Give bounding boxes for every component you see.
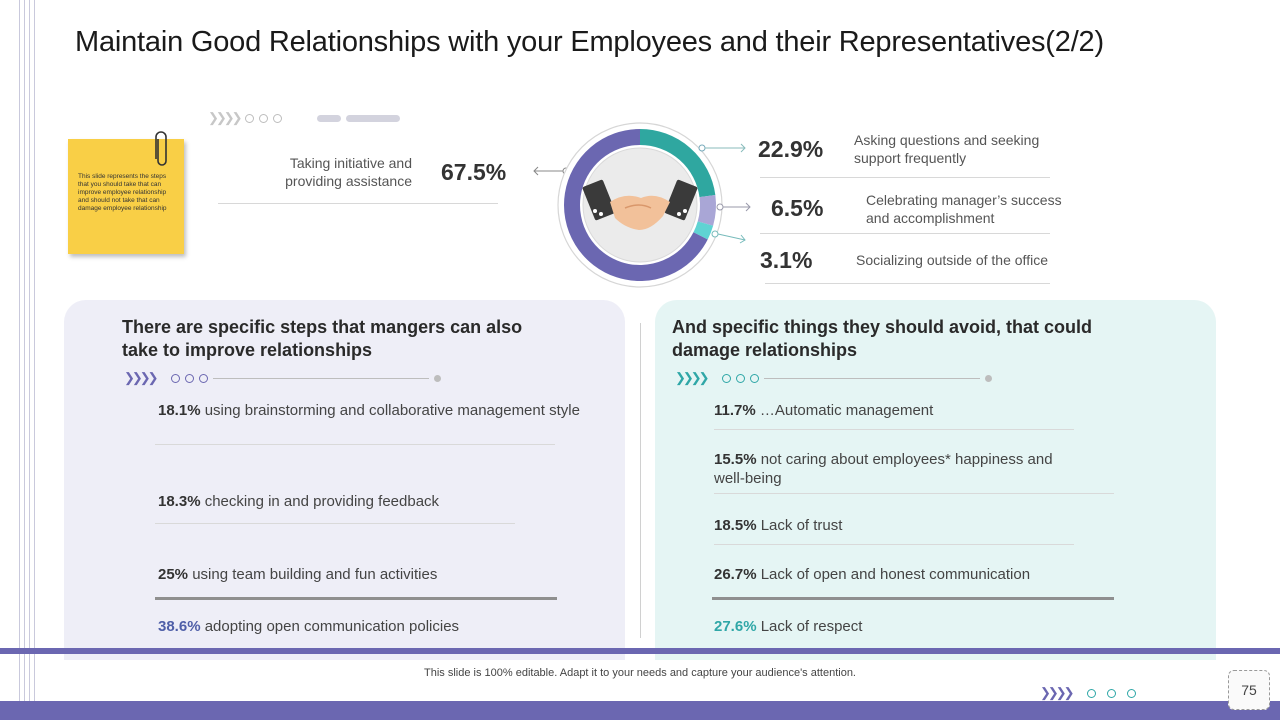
panel-divider (640, 323, 641, 638)
improve-item-percent: 25% (158, 566, 189, 583)
avoid-item: 18.5% Lack of trust (714, 517, 1154, 536)
donut-chart (557, 122, 723, 288)
stat-underline (218, 203, 498, 204)
improve-item-text: adopting open communication policies (204, 618, 460, 635)
donut-segment-initiative (564, 129, 708, 281)
avoid-item: 26.7% Lack of open and honest communicat… (714, 566, 1154, 585)
improve-item: 38.6% adopting open communication polici… (158, 618, 598, 637)
avoid-item-text: Lack of trust (760, 517, 843, 534)
stat-underline (765, 283, 1050, 284)
chevrons-icon: ❯❯❯❯ (124, 370, 159, 385)
line-decoration (212, 377, 429, 379)
stat-label-celebrating: Celebrating manager’s success and accomp… (866, 192, 1062, 227)
dot-icon (198, 373, 208, 383)
avoid-panel (655, 300, 1216, 660)
avoid-item-percent: 26.7% (714, 566, 757, 583)
decor-line-2 (24, 0, 25, 720)
avoid-item: 11.7% …Automatic management (714, 402, 1154, 421)
handshake-icon (582, 179, 698, 230)
stat-label-asking: Asking questions and seeking support fre… (854, 132, 1040, 167)
chevrons-icon: ❯❯❯❯ (1040, 685, 1075, 700)
avoid-item-text: Lack of respect (760, 618, 863, 635)
avoid-item: 27.6% Lack of respect (714, 618, 1154, 637)
stat-value-celebrating: 6.5% (771, 195, 824, 221)
improve-panel-decoration: ❯❯❯❯ (124, 370, 441, 386)
avoid-item-percent: 15.5% (714, 451, 757, 468)
stat-value-socializing: 3.1% (760, 247, 813, 273)
donut-segment-celebrating (697, 195, 716, 226)
page-number: 75 (1228, 670, 1270, 710)
dot-icon (735, 373, 745, 383)
stat-label-initiative: Taking initiative and providing assistan… (285, 155, 412, 190)
improve-item: 18.1% using brainstorming and collaborat… (158, 402, 598, 421)
dot-icon (1126, 688, 1136, 698)
dot-icon (721, 373, 731, 383)
avoid-item-text: Lack of open and honest communication (760, 566, 1031, 583)
stat-value-asking: 22.9% (758, 136, 824, 162)
dot-icon (184, 373, 194, 383)
avoid-item-percent: 11.7% (714, 402, 756, 419)
sticky-note-text: This slide represents the steps that you… (78, 173, 167, 212)
item-separator (714, 493, 1114, 494)
item-separator (712, 597, 1114, 600)
top-decoration: ❯❯❯❯ (208, 110, 400, 126)
item-separator (155, 444, 555, 445)
dot-icon (984, 374, 992, 382)
slide-title: Maintain Good Relationships with your Em… (75, 26, 1104, 58)
avoid-item-percent: 27.6% (714, 618, 757, 635)
donut-segment-socializing (693, 221, 714, 240)
pill-decoration (316, 114, 341, 122)
line-decoration (763, 377, 980, 379)
stat-value-initiative: 67.5% (441, 159, 507, 185)
improve-item-percent: 18.3% (158, 493, 201, 510)
decor-line-1 (19, 0, 20, 720)
improve-item-percent: 38.6% (158, 618, 201, 635)
stat-underline (760, 177, 1050, 178)
improve-panel-title: There are specific steps that mangers ca… (122, 317, 523, 361)
footer-band-bottom (0, 701, 1280, 720)
paperclip-icon (155, 131, 167, 166)
footer-decoration: ❯❯❯❯ (1040, 685, 1136, 701)
chevrons-icon: ❯❯❯❯ (675, 370, 710, 385)
improve-panel (64, 300, 625, 660)
decor-line-4 (34, 0, 35, 720)
dot-icon (258, 113, 268, 123)
connector-lines (698, 143, 751, 244)
improve-item-percent: 18.1% (158, 402, 201, 419)
donut-segment-asking (639, 129, 716, 198)
stat-underline (760, 233, 1050, 234)
improve-item-text: using team building and fun activities (192, 566, 438, 583)
avoid-panel-title: And specific things they should avoid, t… (672, 317, 1093, 361)
item-separator (714, 544, 1074, 545)
footer-note: This slide is 100% editable. Adapt it to… (424, 667, 856, 679)
stat-label-socializing: Socializing outside of the office (856, 252, 1048, 268)
dot-icon (272, 113, 282, 123)
dot-icon (1106, 688, 1116, 698)
dot-icon (244, 113, 254, 123)
item-separator (155, 523, 515, 524)
item-separator (155, 597, 557, 600)
item-separator (714, 429, 1074, 430)
avoid-item-text: …Automatic management (759, 402, 934, 419)
dot-icon (1086, 688, 1096, 698)
decor-line-3 (29, 0, 30, 720)
sticky-note: This slide represents the steps that you… (68, 139, 184, 254)
dot-icon (433, 374, 441, 382)
footer-band-top (0, 648, 1280, 654)
improve-item: 25% using team building and fun activiti… (158, 566, 598, 585)
avoid-panel-decoration: ❯❯❯❯ (675, 370, 992, 386)
avoid-item: 15.5% not caring about employees* happin… (714, 451, 1074, 489)
pill-decoration (345, 114, 400, 122)
improve-item-text: using brainstorming and collaborative ma… (204, 402, 580, 419)
avoid-item-text: not caring about employees* happiness an… (714, 451, 1053, 487)
avoid-item-percent: 18.5% (714, 517, 757, 534)
improve-item: 18.3% checking in and providing feedback (158, 493, 598, 512)
improve-item-text: checking in and providing feedback (204, 493, 440, 510)
dot-icon (170, 373, 180, 383)
dot-icon (749, 373, 759, 383)
chevrons-icon: ❯❯❯❯ (208, 110, 243, 125)
